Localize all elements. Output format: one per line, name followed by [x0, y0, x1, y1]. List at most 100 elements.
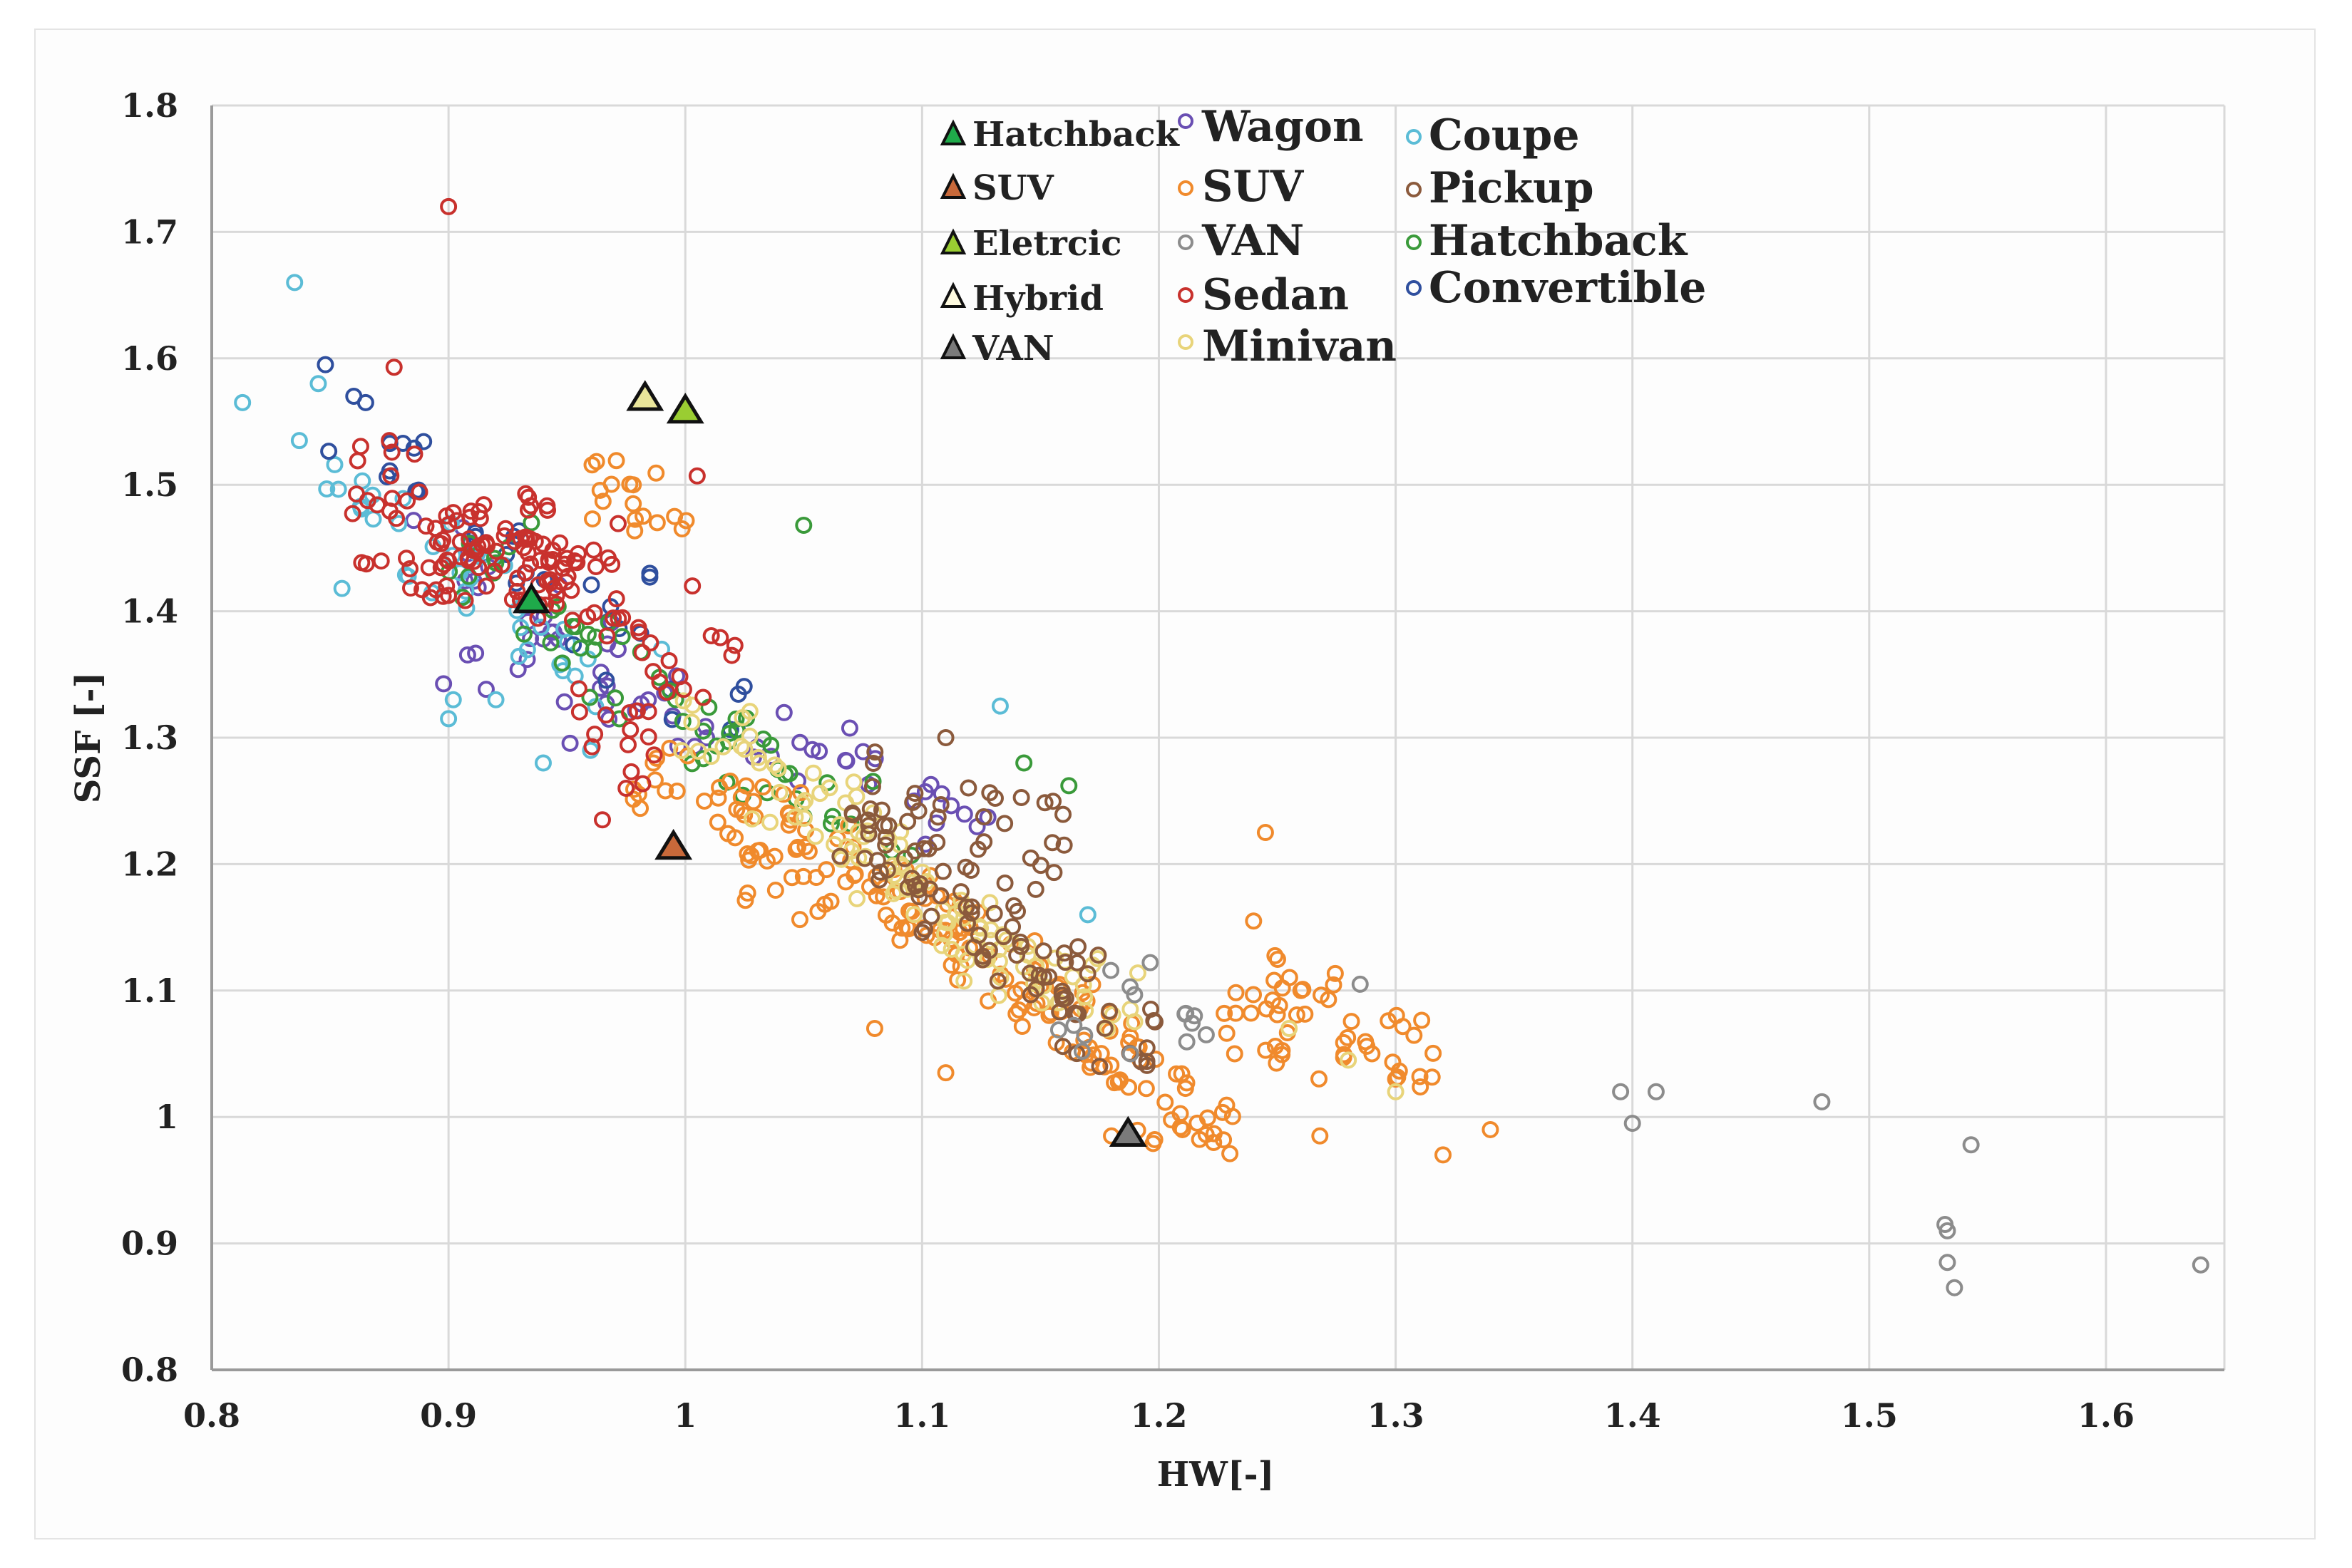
point-minivan	[761, 813, 779, 831]
point-wagon	[458, 646, 476, 664]
point-sedan	[381, 432, 399, 450]
point-suv	[1245, 912, 1263, 930]
y-tick-label: 1.5	[121, 465, 178, 504]
point-hatchback	[581, 688, 599, 706]
point-sedan	[726, 636, 744, 654]
point-sedan	[414, 581, 431, 599]
point-wagon	[555, 693, 573, 711]
point-suv	[1268, 951, 1286, 969]
ref-triangle-hybrid	[626, 380, 664, 411]
point-sedan	[694, 688, 712, 706]
point-convertible	[317, 356, 334, 373]
point-wagon	[955, 805, 973, 823]
point-pickup	[1132, 1053, 1150, 1071]
point-pickup	[960, 779, 977, 797]
point-sedan	[607, 590, 625, 608]
point-suv	[1481, 1120, 1499, 1138]
point-coupe	[326, 455, 344, 473]
point-suv	[1221, 1145, 1239, 1162]
point-suv	[627, 510, 645, 528]
point-sedan	[448, 512, 466, 530]
reference-points	[512, 380, 1147, 1147]
point-pickup	[896, 850, 914, 867]
y-tick-label: 1.6	[121, 339, 178, 378]
point-pickup	[928, 833, 946, 851]
legend-marker-hybrid-ref	[940, 282, 967, 308]
point-minivan	[683, 713, 701, 731]
point-pickup	[1032, 857, 1049, 875]
point-suv	[1394, 1018, 1412, 1036]
point-hatchback	[553, 654, 571, 672]
point-sedan	[353, 554, 371, 572]
point-sedan	[497, 520, 515, 537]
point-sedan	[417, 517, 435, 535]
point-suv	[584, 510, 602, 528]
point-pickup	[878, 861, 896, 879]
point-minivan	[794, 795, 811, 813]
x-axis-title: HW[-]	[1157, 1455, 1275, 1495]
point-pickup	[910, 802, 928, 820]
point-sedan	[517, 485, 535, 502]
point-suv	[721, 773, 739, 790]
point-suv	[1310, 1070, 1328, 1088]
point-sedan	[570, 680, 587, 698]
point-van	[1946, 1279, 1963, 1296]
point-van	[1102, 961, 1120, 979]
point-hatchback	[515, 625, 533, 643]
point-hatchback	[564, 617, 582, 635]
x-tick-label: 1	[674, 1396, 697, 1435]
point-pickup	[871, 863, 889, 881]
point-minivan	[1064, 968, 1082, 986]
point-van	[1938, 1254, 1956, 1272]
legend-marker-sedan	[1178, 287, 1193, 303]
point-sedan	[434, 531, 452, 549]
point-suv	[587, 453, 605, 470]
point-suv	[736, 892, 754, 909]
point-sedan	[671, 668, 689, 686]
legend-label-hybrid-ref: Hybrid	[972, 279, 1104, 319]
point-sedan	[593, 811, 611, 829]
point-coupe	[444, 691, 462, 708]
point-coupe	[364, 510, 382, 528]
point-suv	[1380, 1012, 1397, 1030]
point-suv	[816, 895, 833, 913]
point-hatchback	[721, 724, 739, 742]
point-suv	[677, 512, 695, 530]
point-pickup	[899, 813, 917, 830]
point-coupe	[234, 393, 252, 411]
point-suv	[943, 956, 960, 974]
point-suv	[1387, 1070, 1404, 1088]
point-pickup	[1053, 986, 1071, 1004]
x-tick-label: 0.9	[420, 1396, 477, 1435]
point-coupe	[286, 274, 304, 292]
ref-triangle-suv	[654, 828, 693, 860]
point-pickup	[1079, 965, 1097, 983]
point-minivan	[943, 940, 960, 958]
point-van	[1049, 1021, 1067, 1039]
point-minivan	[673, 742, 691, 760]
point-hatchback	[822, 815, 840, 832]
point-minivan	[689, 742, 707, 760]
point-pickup	[863, 778, 881, 795]
point-pickup	[1021, 964, 1039, 982]
point-minivan	[811, 785, 829, 803]
point-sedan	[658, 684, 676, 701]
point-sedan	[348, 485, 366, 503]
point-convertible	[597, 671, 615, 689]
point-sedan	[640, 728, 657, 746]
data-points	[234, 197, 2209, 1296]
point-minivan	[848, 889, 866, 907]
x-tick-label: 1.2	[1130, 1396, 1187, 1435]
point-van	[1813, 1093, 1831, 1110]
point-pickup	[1012, 789, 1030, 807]
point-suv	[1205, 1125, 1223, 1143]
point-van	[1351, 975, 1369, 993]
point-wagon	[467, 644, 485, 662]
x-tick-label: 1.3	[1367, 1396, 1424, 1435]
point-wagon	[597, 694, 615, 712]
point-van	[1076, 1026, 1094, 1044]
point-sedan	[522, 555, 540, 573]
legend-label-coupe: Coupe	[1429, 110, 1580, 160]
point-convertible	[663, 711, 681, 728]
point-pickup	[921, 880, 939, 898]
